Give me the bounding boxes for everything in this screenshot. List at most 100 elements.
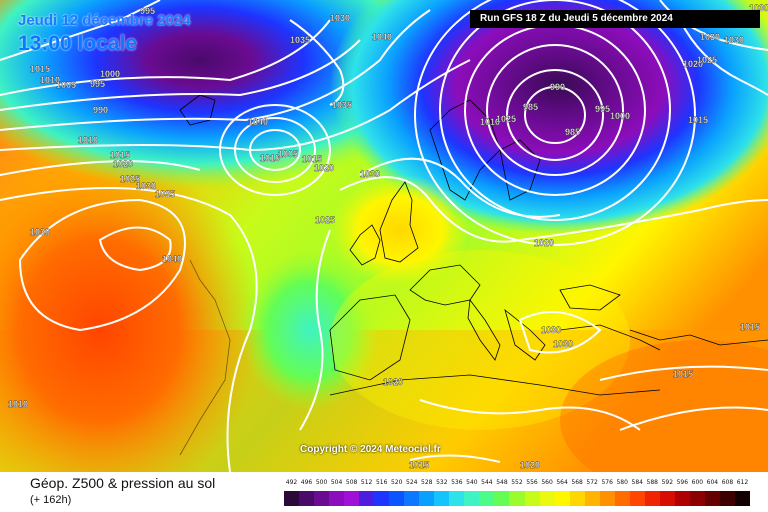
color-scale-label: 564 bbox=[556, 479, 568, 486]
isobar-label: 1010 bbox=[40, 75, 60, 85]
color-scale-label: 524 bbox=[406, 479, 418, 486]
isobar-label: 1015 bbox=[409, 460, 429, 470]
isobar-label: 1030 bbox=[30, 227, 50, 237]
color-scale-swatch bbox=[344, 491, 360, 506]
color-scale-label: 520 bbox=[390, 479, 403, 486]
isobar-label: 1025 bbox=[496, 114, 516, 124]
isobar-line bbox=[0, 39, 361, 111]
isobar-line bbox=[289, 19, 345, 106]
color-scale-swatch bbox=[584, 491, 600, 506]
isobar-label: 1005 bbox=[278, 149, 298, 159]
isobars bbox=[0, 0, 768, 472]
color-scale-swatch bbox=[404, 491, 420, 506]
color-scale-label: 568 bbox=[571, 479, 583, 486]
isobar-label: 1020 bbox=[314, 163, 334, 173]
isobar-label: 1015 bbox=[110, 150, 130, 160]
lead-time: (+ 162h) bbox=[30, 494, 72, 506]
color-scale-swatch bbox=[434, 491, 450, 506]
black-sea-coast bbox=[559, 284, 621, 311]
color-scale-swatch bbox=[494, 491, 510, 506]
isobar-line bbox=[359, 157, 561, 218]
color-scale-swatch bbox=[359, 491, 375, 506]
isobar-line bbox=[0, 187, 258, 472]
color-scale-swatch bbox=[659, 491, 675, 506]
color-scale-label: 512 bbox=[360, 479, 373, 486]
atlantic-high-shading bbox=[0, 150, 260, 472]
northeast-low-shading bbox=[330, 0, 768, 235]
color-scale-label: 592 bbox=[661, 479, 674, 486]
isobar-label: 1000 bbox=[610, 111, 630, 121]
isobar-label: 1030 bbox=[553, 339, 573, 349]
color-scale-swatch bbox=[644, 491, 660, 506]
color-scale-swatch bbox=[629, 491, 645, 506]
isobar-label: 1035 bbox=[155, 189, 175, 199]
color-scale-swatch bbox=[329, 491, 345, 506]
isobar-label: 1010 bbox=[78, 135, 98, 145]
meridian-line bbox=[179, 259, 231, 456]
isobar-line bbox=[619, 406, 768, 431]
color-scale-label: 580 bbox=[616, 479, 628, 486]
color-scale-swatch bbox=[674, 491, 690, 506]
color-scale-swatch bbox=[539, 491, 555, 506]
copyright-notice: Copyright © 2024 Meteociel.fr bbox=[300, 444, 441, 455]
color-scale-label: 528 bbox=[421, 479, 433, 486]
southeast-warm-shading bbox=[560, 340, 768, 472]
color-scale-label: 612 bbox=[736, 479, 749, 486]
isobar-label: 985 bbox=[565, 127, 580, 137]
isobar-line bbox=[659, 0, 768, 51]
color-scale-label: 572 bbox=[586, 479, 598, 486]
color-scale-swatch bbox=[464, 491, 480, 506]
isobar-ring bbox=[518, 311, 602, 354]
color-scale-swatch bbox=[419, 491, 435, 506]
isobar-label: 990 bbox=[93, 105, 108, 115]
color-scale-label: 536 bbox=[451, 479, 463, 486]
isobar-line bbox=[599, 365, 768, 381]
ireland-coast bbox=[349, 224, 381, 266]
color-scale-label: 604 bbox=[706, 479, 719, 486]
forecast-date: Jeudi 12 décembre 2024 bbox=[18, 12, 191, 29]
isobar-label: 1020 bbox=[683, 59, 703, 69]
color-scale-label: 504 bbox=[330, 479, 343, 486]
scandinavia-coast bbox=[429, 99, 501, 201]
color-scale-swatch bbox=[509, 491, 525, 506]
color-scale-bar bbox=[284, 491, 750, 506]
isobar-label: 990 bbox=[550, 82, 565, 92]
isobar-label: 1010 bbox=[480, 117, 500, 127]
isobar-label: 1015 bbox=[688, 115, 708, 125]
isobar-label: 1010 bbox=[260, 153, 280, 163]
color-scale-swatch bbox=[389, 491, 405, 506]
isobar-line bbox=[419, 399, 641, 431]
color-scale-swatch bbox=[449, 491, 465, 506]
color-scale-swatch bbox=[479, 491, 495, 506]
isobar-line bbox=[0, 19, 331, 96]
isobar-low-ring bbox=[234, 117, 316, 183]
isobar-label: 985 bbox=[523, 102, 538, 112]
color-scale-label: 584 bbox=[631, 479, 643, 486]
isobar-line bbox=[679, 19, 768, 96]
color-scale-labels: 492 496 500 504 508 512 516 520 524 528 532 536 540 5… bbox=[284, 479, 750, 489]
isobar-labels: 1030 995 1035 1040 1015 1010 1005 995 10… bbox=[8, 3, 768, 470]
color-scale-swatch bbox=[374, 491, 390, 506]
color-scale-label: 548 bbox=[496, 479, 508, 486]
color-scale-label: 500 bbox=[315, 479, 328, 486]
isobar-line bbox=[339, 176, 768, 243]
color-scale-label: 516 bbox=[375, 479, 388, 486]
run-info-banner: Run GFS 18 Z du Jeudi 5 décembre 2024 bbox=[470, 10, 760, 28]
isobar-label: 1000 bbox=[100, 69, 120, 79]
color-scale-swatch bbox=[689, 491, 705, 506]
color-scale-swatch bbox=[299, 491, 315, 506]
color-scale-label: 492 bbox=[285, 479, 298, 486]
isobar-high-ring bbox=[18, 198, 186, 332]
color-scale-label: 540 bbox=[466, 479, 478, 486]
isobar-low-ring bbox=[486, 44, 624, 176]
color-scale-label: 496 bbox=[300, 479, 313, 486]
isobar-low-ring bbox=[439, 0, 671, 221]
isobar-label: 1040 bbox=[162, 254, 182, 264]
weather-map: 1030 995 1035 1040 1015 1010 1005 995 10… bbox=[0, 0, 768, 472]
isobar-label: 1015 bbox=[673, 369, 693, 379]
isobar-label: 1035 bbox=[290, 35, 310, 45]
italy-coast bbox=[467, 298, 501, 361]
isobar-low-ring bbox=[249, 129, 301, 171]
color-scale-label: 576 bbox=[601, 479, 613, 486]
color-scale-swatch bbox=[524, 491, 540, 506]
